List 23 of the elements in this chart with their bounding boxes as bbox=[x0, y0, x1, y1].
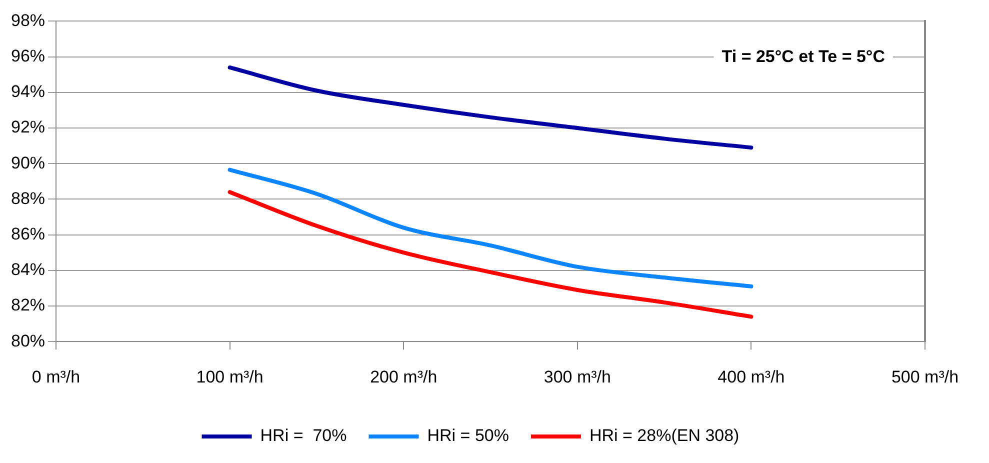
line-series bbox=[228, 65, 754, 150]
y-tick-label: 80% bbox=[10, 331, 46, 350]
legend-label: HRi = 28%(EN 308) bbox=[589, 426, 740, 446]
line-series bbox=[228, 190, 754, 319]
annotation: Ti = 25°C et Te = 5°C bbox=[722, 46, 885, 66]
y-tick-label: 92% bbox=[10, 118, 46, 137]
y-tick-label: 84% bbox=[10, 260, 46, 280]
y-tick-label: 94% bbox=[10, 82, 46, 102]
x-tick-label: 200 m³/h bbox=[370, 367, 438, 386]
y-tick-label: 82% bbox=[10, 296, 46, 315]
y-tick-label: 88% bbox=[10, 188, 46, 208]
y-tick-label: 90% bbox=[10, 153, 46, 172]
line-series bbox=[228, 168, 754, 288]
x-tick-label: 400 m³/h bbox=[718, 367, 785, 386]
x-tick-label: 300 m³/h bbox=[544, 367, 611, 386]
y-tick-label: 98% bbox=[10, 10, 46, 30]
x-tick-label: 0 m³/h bbox=[32, 367, 80, 386]
y-tick-label: 86% bbox=[10, 224, 46, 244]
legend-label: HRi = 70% bbox=[260, 426, 347, 446]
x-tick-label: 500 m³/h bbox=[891, 367, 959, 386]
y-tick-label: 96% bbox=[10, 46, 46, 66]
x-tick-label: 100 m³/h bbox=[196, 367, 264, 386]
legend-label: HRi = 50% bbox=[427, 426, 509, 446]
